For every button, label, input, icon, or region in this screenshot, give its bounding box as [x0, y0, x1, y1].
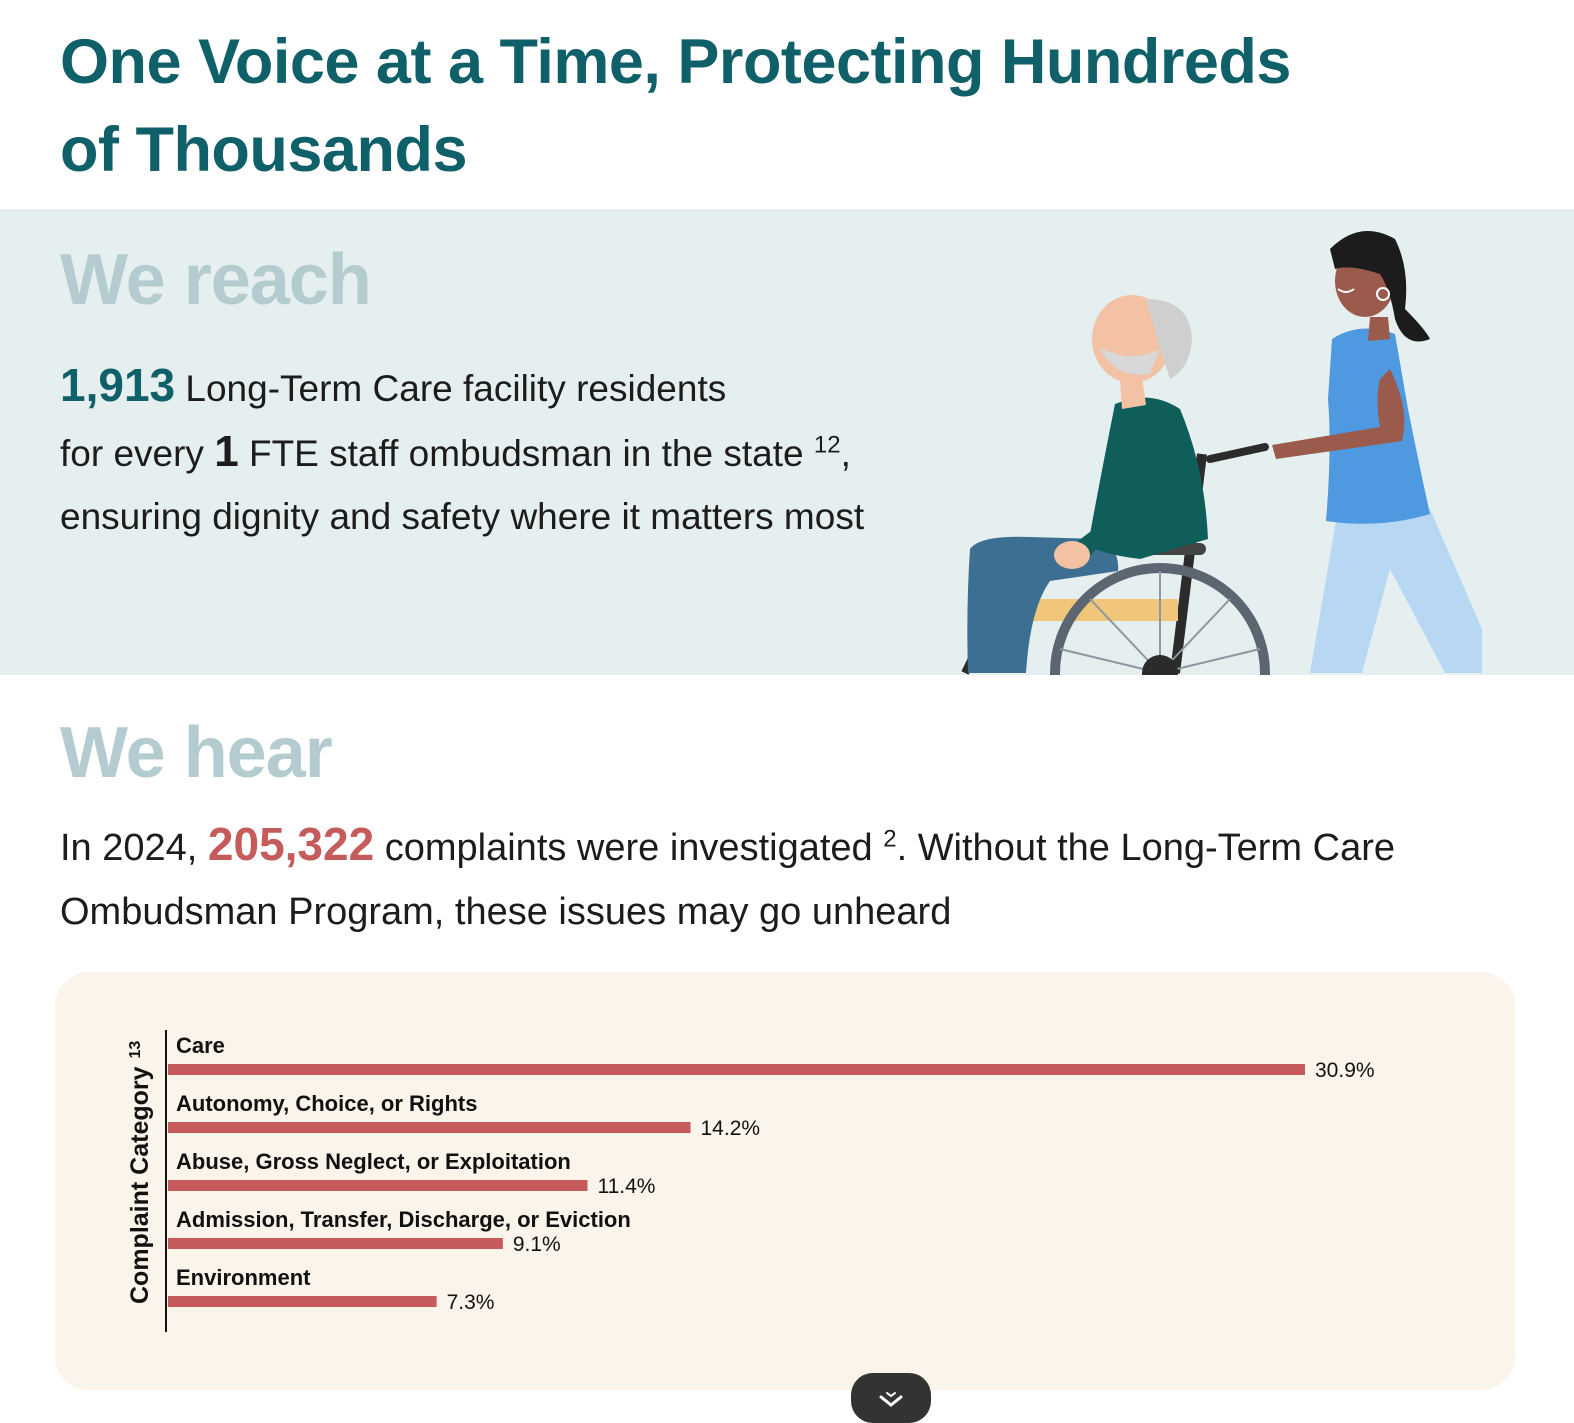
category-label: Environment [176, 1265, 311, 1290]
category-label: Abuse, Gross Neglect, or Exploitation [176, 1149, 571, 1174]
bar[interactable] [168, 1296, 437, 1307]
category-label: Autonomy, Choice, or Rights [176, 1091, 477, 1116]
value-label: 14.2% [701, 1117, 761, 1140]
resident-figure [967, 295, 1208, 673]
footnote-ref[interactable]: 2 [883, 825, 897, 853]
value-label: 9.1% [513, 1233, 561, 1256]
reach-section: We reach 1,913 Long-Term Care facility r… [0, 209, 1574, 675]
value-label: 11.4% [597, 1175, 655, 1198]
value-label: 30.9% [1315, 1059, 1375, 1082]
category-label: Care [176, 1033, 225, 1058]
hear-heading: We hear [60, 713, 333, 793]
scroll-down-button[interactable] [851, 1373, 931, 1423]
complaint-category-chart-card: Complaint Category13 Care 30.9% Autonomy, … [55, 972, 1515, 1390]
page-title: One Voice at a Time, Protecting Hundreds… [60, 27, 1291, 185]
bar[interactable] [168, 1064, 1305, 1075]
reach-line-1-text: Long-Term Care facility residents [175, 368, 727, 409]
y-axis-footnote: 13 [127, 1041, 144, 1059]
residents-count: 1,913 [60, 359, 176, 411]
reach-statement: 1,913 Long-Term Care facility residents … [60, 354, 960, 548]
caregiver-figure [1272, 231, 1482, 673]
staff-count: 1 [214, 427, 239, 476]
bar[interactable] [168, 1122, 691, 1133]
chevron-down-icon [879, 1392, 903, 1407]
footnote-ref[interactable]: 12 [813, 431, 841, 459]
hear-suffix: . Without the Long-Term Care Ombudsman P… [60, 827, 1396, 933]
reach-line-2-suffix: , [840, 433, 851, 474]
reach-line-1: 1,913 Long-Term Care facility residents [60, 354, 960, 420]
value-label: 7.3% [447, 1291, 495, 1314]
complaint-category-bar-chart: Complaint Category13 Care 30.9% Autonomy, … [126, 1030, 1375, 1332]
complaints-count: 205,322 [207, 818, 375, 870]
reach-line-2: for every 1 FTE staff ombudsman in the s… [60, 420, 960, 485]
reach-line-3: ensuring dignity and safety where it mat… [60, 496, 865, 537]
bar[interactable] [168, 1238, 503, 1249]
category-label: Admission, Transfer, Discharge, or Evict… [176, 1207, 631, 1232]
hear-prefix: In 2024, [60, 827, 208, 869]
reach-line-2-prefix: for every [60, 433, 215, 474]
bar[interactable] [168, 1180, 588, 1191]
caregiver-wheelchair-illustration [961, 231, 1482, 675]
wheelchair-figure [961, 443, 1270, 675]
reach-heading: We reach [60, 240, 372, 320]
hear-middle: complaints were investigated [374, 827, 884, 869]
reach-line-2-text: FTE staff ombudsman in the state [238, 433, 814, 474]
y-axis-title: Complaint Category13 [126, 1041, 154, 1304]
hear-statement: In 2024, 205,322 complaints were investi… [60, 812, 1520, 944]
